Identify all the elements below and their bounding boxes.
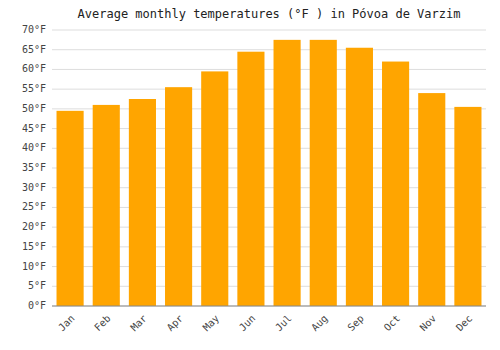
- y-tick-label: 55°F: [22, 83, 46, 94]
- bar: [274, 40, 301, 306]
- bar: [93, 105, 120, 306]
- bar: [418, 93, 445, 306]
- x-tick-label: May: [201, 313, 222, 334]
- y-tick-label: 40°F: [22, 142, 46, 153]
- grid-line: [52, 69, 486, 70]
- x-tick-label: Sep: [345, 313, 366, 334]
- chart-container: Average monthly temperatures (°F ) in Pó…: [0, 0, 500, 350]
- x-tick-label: Feb: [92, 313, 113, 334]
- x-tick-label: Jan: [56, 313, 77, 334]
- y-tick-label: 0°F: [28, 300, 46, 311]
- x-tick-label: Oct: [382, 313, 403, 334]
- y-tick-labels: 0°F 5°F 10°F 15°F 20°F 25°F 30°F 35°F 40°F 45°F 50…: [22, 24, 46, 311]
- x-tick-label: Jun: [237, 313, 258, 334]
- y-tick-label: 10°F: [22, 261, 46, 272]
- y-tick-label: 50°F: [22, 103, 46, 114]
- bar: [129, 99, 156, 306]
- y-tick-label: 65°F: [22, 44, 46, 55]
- y-tick-label: 15°F: [22, 241, 46, 252]
- x-tick-labels: Jan Feb Mar Apr May Jun Jul Aug Sep Oct Nov Dec: [56, 313, 474, 334]
- title: Average monthly temperatures (°F ) in Pó…: [78, 7, 461, 21]
- grid-line: [52, 49, 486, 50]
- grid-line: [52, 89, 486, 90]
- background: [0, 0, 500, 350]
- bar: [346, 48, 373, 306]
- y-tick-label: 30°F: [22, 182, 46, 193]
- bar: [310, 40, 337, 306]
- y-tick-label: 20°F: [22, 221, 46, 232]
- y-tick-label: 70°F: [22, 24, 46, 35]
- x-tick-label: Nov: [418, 313, 439, 334]
- x-tick-label: Apr: [165, 313, 186, 334]
- x-tick-label: Dec: [454, 313, 475, 334]
- y-tick-label: 5°F: [28, 280, 46, 291]
- y-tick-label: 25°F: [22, 201, 46, 212]
- bar: [237, 52, 264, 306]
- x-tick-label: Jul: [273, 313, 294, 334]
- x-tick-label: Mar: [128, 313, 149, 334]
- bar: [454, 107, 481, 306]
- x-axis-line: [52, 306, 486, 307]
- grid-line: [52, 306, 486, 307]
- bars: [57, 40, 482, 306]
- x-tick-label: Aug: [309, 313, 330, 334]
- y-tick-label: 60°F: [22, 63, 46, 74]
- bar: [382, 62, 409, 306]
- y-tick-label: 35°F: [22, 162, 46, 173]
- chart: Average monthly temperatures (°F ) in Pó…: [0, 0, 500, 350]
- grid-line: [52, 30, 486, 31]
- bar: [165, 87, 192, 306]
- bar: [201, 71, 228, 306]
- y-grid: [52, 30, 486, 306]
- y-tick-label: 45°F: [22, 123, 46, 134]
- bar: [57, 111, 84, 306]
